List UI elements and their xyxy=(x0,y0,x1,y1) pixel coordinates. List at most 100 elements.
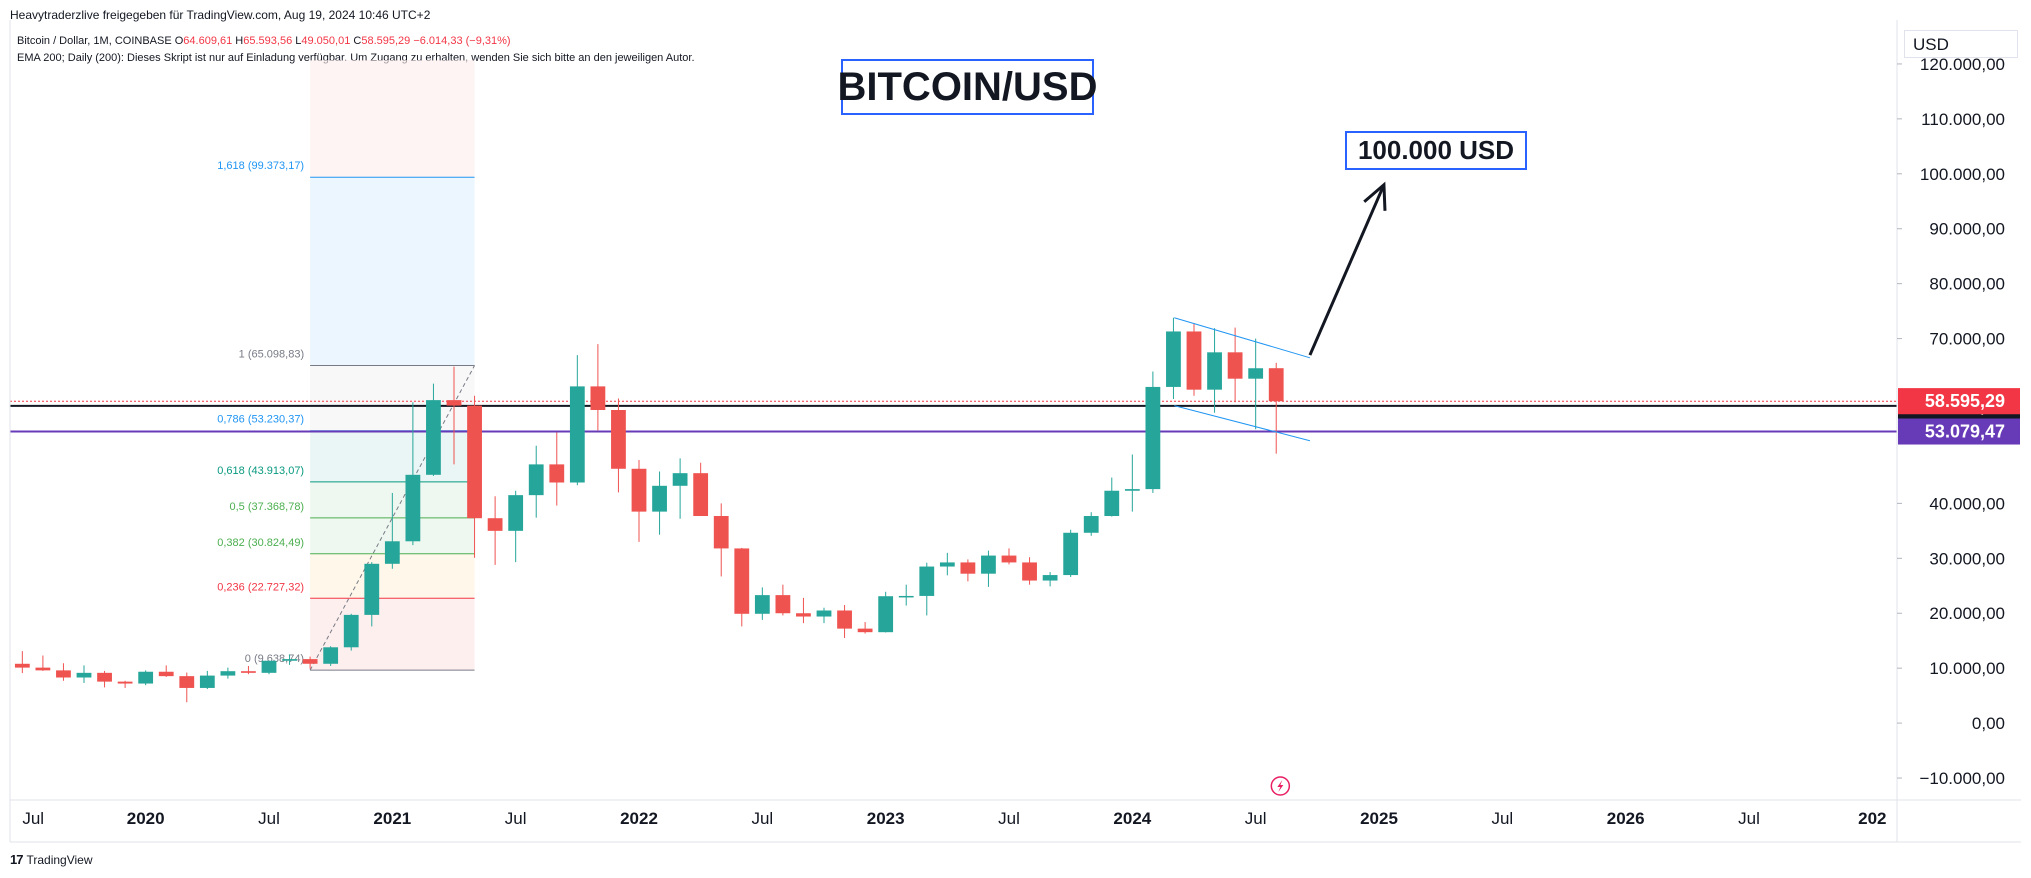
candle-body xyxy=(241,671,256,673)
fib-zone xyxy=(310,365,475,431)
candle-body xyxy=(939,562,955,567)
candle-body xyxy=(199,675,215,688)
price-badge-label: 53.079,47 xyxy=(1925,422,2005,442)
fib-level-label: 0,618 (43.913,07) xyxy=(217,465,304,477)
candle-body xyxy=(1124,489,1140,491)
fib-zone xyxy=(310,517,475,554)
legend-low: 49.050,01 xyxy=(301,35,351,47)
candle-body xyxy=(343,614,359,648)
candle-body xyxy=(1022,562,1037,581)
candle-body xyxy=(56,670,71,678)
fib-level-label: 0,786 (53.230,37) xyxy=(217,414,304,426)
fib-level-label: 1,618 (99.373,17) xyxy=(217,160,304,172)
candle-body xyxy=(1166,331,1181,387)
time-tick-label: 2021 xyxy=(373,809,411,828)
price-target-annotation[interactable]: 100.000 USD xyxy=(1345,131,1527,170)
tradingview-logo-icon: 17 xyxy=(10,852,24,867)
legend-symbol: Bitcoin / Dollar, 1M, COINBASE xyxy=(17,35,172,47)
candle-body xyxy=(1207,352,1222,390)
candle-body xyxy=(282,659,297,661)
candle-body xyxy=(898,595,914,598)
legend-high: 65.593,56 xyxy=(243,35,293,47)
channel-lower-line xyxy=(1174,405,1311,442)
legend-c-key: C xyxy=(353,35,362,47)
last-price-badge xyxy=(1898,388,2020,415)
candle-body xyxy=(1042,575,1058,581)
time-tick-label: 2023 xyxy=(867,809,905,828)
indicator-line: EMA 200; Daily (200): Dieses Skript ist … xyxy=(17,52,695,64)
candle-body xyxy=(426,400,441,475)
legend-l-key: L xyxy=(295,35,302,47)
channel-upper-line xyxy=(1174,317,1311,359)
legend-change: −6.014,33 (−9,31%) xyxy=(413,35,511,47)
lightning-icon xyxy=(1270,776,1291,796)
time-tick-label: Jul xyxy=(1491,809,1513,828)
candle-body xyxy=(138,671,154,684)
target-arrow-shaft xyxy=(1308,184,1386,356)
fib-zone xyxy=(310,553,475,599)
time-tick-label: Jul xyxy=(1245,809,1267,828)
candle-body xyxy=(35,667,51,671)
price-tick-label: 100.000,00 xyxy=(1920,165,2005,184)
candle-body xyxy=(816,610,832,617)
currency-selector[interactable]: USD xyxy=(1904,30,2018,58)
time-tick-label: 2020 xyxy=(127,809,165,828)
candle-body xyxy=(302,659,318,664)
candlestick-series xyxy=(14,317,1284,703)
tradingview-footer[interactable]: 17 TradingView xyxy=(10,852,93,867)
axes: 120.000,00110.000,00100.000,0090.000,008… xyxy=(9,20,2021,843)
time-tick-label: Jul xyxy=(751,809,773,828)
candle-body xyxy=(693,473,709,517)
candle-body xyxy=(220,671,236,676)
fib-extension-zone xyxy=(310,60,475,178)
target-arrow-icon xyxy=(1363,181,1387,211)
footer-brand-text: TradingView xyxy=(26,852,93,867)
candle-body xyxy=(754,595,770,614)
chart-title-annotation[interactable]: BITCOIN/USD xyxy=(838,59,1098,115)
candle-body xyxy=(981,555,996,574)
candle-body xyxy=(384,541,400,564)
lightning-icon-circle xyxy=(1270,776,1291,796)
time-tick-label: Jul xyxy=(22,809,44,828)
candle-body xyxy=(631,468,647,512)
legend-open: 64.609,61 xyxy=(183,35,233,47)
fib-zone xyxy=(310,598,475,671)
candle-body xyxy=(1083,516,1099,533)
time-tick-label: 2022 xyxy=(620,809,658,828)
fib-level-label: 0 (9.638,74) xyxy=(245,653,304,665)
candle-body xyxy=(467,405,482,519)
candle-body xyxy=(179,676,195,688)
price-tick-label: 20.000,00 xyxy=(1929,604,2005,623)
price-tick-label: 0,00 xyxy=(1972,714,2005,733)
legend-line: Bitcoin / Dollar, 1M, COINBASE O64.609,6… xyxy=(17,35,511,47)
price-badge xyxy=(1898,418,2020,445)
candle-body xyxy=(652,485,667,512)
fib-trend-line xyxy=(309,365,475,671)
candle-body xyxy=(1001,555,1017,563)
candle-body xyxy=(14,663,30,668)
candle-body xyxy=(528,464,544,496)
time-tick-label: Jul xyxy=(1738,809,1760,828)
candle-body xyxy=(837,610,852,629)
price-badge-label: 57.750,32 xyxy=(1925,396,2005,416)
fib-level-label: 1 (65.098,83) xyxy=(239,349,304,361)
drawings[interactable] xyxy=(1174,181,1387,796)
candle-body xyxy=(117,681,133,684)
candle-body xyxy=(775,595,791,614)
candle-body xyxy=(323,647,339,664)
candle-body xyxy=(734,548,750,614)
price-badge xyxy=(1898,392,2020,419)
candle-body xyxy=(405,474,421,542)
fib-level-label: 0,382 (30.824,49) xyxy=(217,537,304,549)
legend-close: 58.595,29 xyxy=(361,35,411,47)
candle-body xyxy=(76,672,92,678)
candle-body xyxy=(549,464,565,483)
candle-body xyxy=(590,386,606,410)
fibonacci-retracement[interactable]: 1,618 (99.373,17) 1 (65.098,83) 0,786 (53.… xyxy=(217,60,475,671)
candle-body xyxy=(158,671,174,677)
price-badge xyxy=(1898,388,2020,415)
time-tick-label: Jul xyxy=(505,809,527,828)
price-badge-label: 58.595,29 xyxy=(1925,391,2005,411)
time-tick-label: Jul xyxy=(998,809,1020,828)
